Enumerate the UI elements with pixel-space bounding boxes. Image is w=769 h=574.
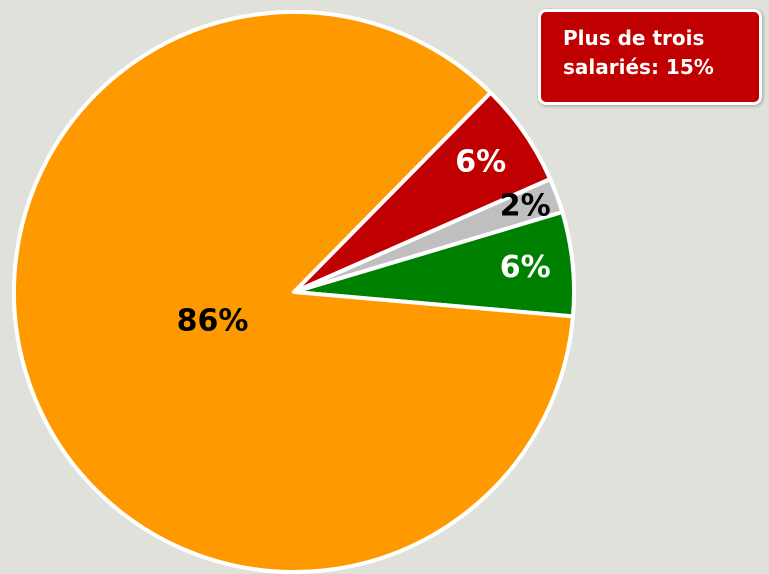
data-label: 86% [177, 303, 249, 338]
data-label: 6% [500, 250, 551, 285]
annotation: Plus de trois salariés: 15% [538, 9, 762, 105]
data-label: 6% [455, 145, 506, 180]
pie-slice [12, 10, 575, 574]
data-label: 2% [500, 188, 551, 223]
